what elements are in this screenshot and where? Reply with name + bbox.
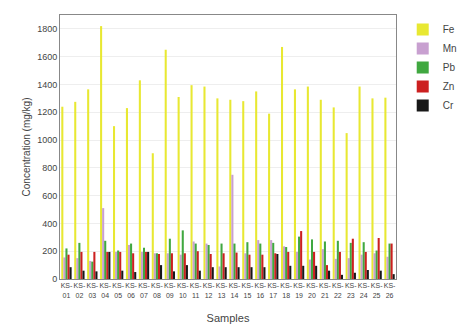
svg-text:KS-03: KS-03 xyxy=(86,282,98,298)
svg-text:Mn: Mn xyxy=(443,43,457,54)
svg-text:Concentration (mg/kg): Concentration (mg/kg) xyxy=(21,98,32,197)
svg-text:KS-18: KS-18 xyxy=(280,282,292,298)
svg-text:KS-07: KS-07 xyxy=(138,282,150,298)
svg-text:600: 600 xyxy=(42,191,57,201)
svg-text:KS-02: KS-02 xyxy=(74,282,86,298)
svg-text:KS-05: KS-05 xyxy=(112,282,124,298)
svg-text:0: 0 xyxy=(52,274,57,284)
svg-text:KS-11: KS-11 xyxy=(190,282,202,298)
svg-text:1400: 1400 xyxy=(37,80,57,90)
svg-text:1800: 1800 xyxy=(37,24,57,34)
svg-text:1000: 1000 xyxy=(37,135,57,145)
svg-text:Zn: Zn xyxy=(443,81,455,92)
svg-text:KS-13: KS-13 xyxy=(216,282,228,298)
svg-text:KS-04: KS-04 xyxy=(99,282,111,298)
svg-text:1200: 1200 xyxy=(37,107,57,117)
svg-text:Pb: Pb xyxy=(443,62,456,73)
svg-text:Samples: Samples xyxy=(207,312,250,324)
svg-text:KS-24: KS-24 xyxy=(358,282,370,298)
svg-text:Cr: Cr xyxy=(443,100,454,111)
svg-text:1600: 1600 xyxy=(37,52,57,62)
svg-text:KS-09: KS-09 xyxy=(164,282,176,298)
svg-text:400: 400 xyxy=(42,219,57,229)
svg-text:KS-19: KS-19 xyxy=(293,282,305,298)
svg-text:800: 800 xyxy=(42,163,57,173)
svg-text:KS-25: KS-25 xyxy=(371,282,383,298)
svg-text:KS-16: KS-16 xyxy=(254,282,266,298)
svg-text:KS-01: KS-01 xyxy=(61,282,73,298)
svg-text:KS-08: KS-08 xyxy=(151,282,163,298)
svg-text:Fe: Fe xyxy=(443,24,455,35)
svg-text:KS-12: KS-12 xyxy=(203,282,215,298)
svg-text:KS-14: KS-14 xyxy=(229,282,241,298)
svg-text:KS-22: KS-22 xyxy=(332,282,344,298)
svg-text:KS-26: KS-26 xyxy=(384,282,396,298)
svg-text:KS-06: KS-06 xyxy=(125,282,137,298)
svg-text:200: 200 xyxy=(42,246,57,256)
svg-text:KS-21: KS-21 xyxy=(319,282,331,298)
svg-text:KS-15: KS-15 xyxy=(242,282,254,298)
svg-text:KS-10: KS-10 xyxy=(177,282,189,298)
svg-text:KS-17: KS-17 xyxy=(267,282,279,298)
svg-text:KS-23: KS-23 xyxy=(345,282,357,298)
svg-text:KS-20: KS-20 xyxy=(306,282,318,298)
